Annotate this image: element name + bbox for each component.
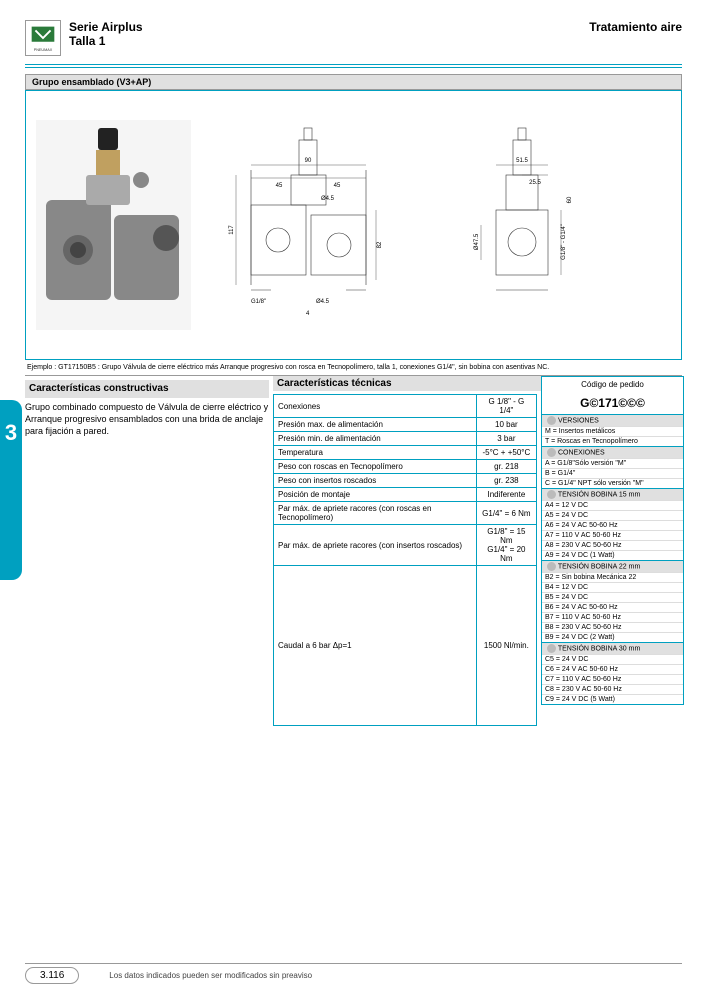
order-row: A7 = 110 V AC 50-60 Hz [542,530,683,540]
order-row: B7 = 110 V AC 50-60 Hz [542,612,683,622]
header-right: Tratamiento aire [589,20,682,34]
tech-key: Posición de montaje [274,488,477,502]
svg-text:45: 45 [334,183,341,189]
section-tab: 3 [0,400,22,580]
footer-note: Los datos indicados pueden ser modificad… [109,971,312,980]
page-header: PNEUMAX Serie Airplus Talla 1 Tratamient… [25,20,682,56]
order-row: B5 = 24 V DC [542,592,683,602]
order-row: B2 = Sin bobina Mecánica 22 [542,572,683,582]
constructive-head: Características constructivas [25,380,269,398]
svg-text:90: 90 [305,158,312,164]
tech-val: G 1/8" - G 1/4" [476,395,536,418]
tech-key: Presión max. de alimentación [274,418,477,432]
order-row: B8 = 230 V AC 50-60 Hz [542,622,683,632]
series-title: Serie Airplus [69,20,143,34]
svg-text:G1/8" - G1/4": G1/8" - G1/4" [561,224,567,260]
tech-key: Conexiones [274,395,477,418]
order-code-box: Código de pedido G©171©©© VERSIONESM = I… [541,376,684,705]
tech-key: Peso con insertos roscados [274,474,477,488]
tech-val: G1/8" = 15 Nm G1/4" = 20 Nm [476,525,536,566]
order-group-head: TENSIÓN BOBINA 30 mm [542,642,683,654]
order-row: B9 = 24 V DC (2 Watt) [542,632,683,642]
svg-text:G1/8": G1/8" [251,299,266,305]
svg-text:Ø4.5: Ø4.5 [316,299,330,305]
tech-key: Par máx. de apriete racores (con inserto… [274,525,477,566]
order-row: B6 = 24 V AC 50-60 Hz [542,602,683,612]
svg-text:51.5: 51.5 [516,158,528,164]
order-row: M = Insertos metálicos [542,426,683,436]
tech-val: gr. 238 [476,474,536,488]
order-row: A4 = 12 V DC [542,500,683,510]
svg-text:PNEUMAX: PNEUMAX [34,48,53,52]
tech-key: Temperatura [274,446,477,460]
order-code: G©171©©© [542,392,683,414]
tech-val: 3 bar [476,432,536,446]
group-title: Grupo ensamblado (V3+AP) [25,74,682,90]
tech-val: gr. 218 [476,460,536,474]
product-box: 90 45 45 Ø4.5 117 82 G1/8" Ø4.5 4 [25,90,682,360]
tech-key: Presión min. de alimentación [274,432,477,446]
order-row: C = G1/4" NPT sólo versión "M" [542,478,683,488]
svg-text:45: 45 [276,183,283,189]
tech-key: Caudal a 6 bar Δp=1 [274,566,477,726]
tech-val: -5°C + +50°C [476,446,536,460]
svg-text:Ø47.5: Ø47.5 [474,233,480,250]
order-group-head: TENSIÓN BOBINA 15 mm [542,488,683,500]
technical-drawing-front: 90 45 45 Ø4.5 117 82 G1/8" Ø4.5 4 [221,120,421,330]
order-row: C7 = 110 V AC 50-60 Hz [542,674,683,684]
order-row: A9 = 24 V DC (1 Watt) [542,550,683,560]
svg-text:Ø4.5: Ø4.5 [321,196,335,202]
product-photo [36,120,191,330]
order-row: A = G1/8"Sólo versión "M" [542,458,683,468]
tech-table: ConexionesG 1/8" - G 1/4"Presión max. de… [273,394,537,726]
order-row: A5 = 24 V DC [542,510,683,520]
order-row: C9 = 24 V DC (5 Watt) [542,694,683,704]
svg-text:60: 60 [567,196,573,203]
technical-drawing-side: 51.5 25.5 Ø47.5 G1/8" - G1/4" 60 [461,120,591,330]
size-title: Talla 1 [69,34,143,48]
example-line: Ejemplo : GT17150B5 : Grupo Válvula de c… [25,360,682,376]
tech-val: Indiferente [476,488,536,502]
order-title: Código de pedido [542,377,683,392]
order-row: C5 = 24 V DC [542,654,683,664]
tech-key: Peso con roscas en Tecnopolímero [274,460,477,474]
order-row: T = Roscas en Tecnopolímero [542,436,683,446]
order-group-head: TENSIÓN BOBINA 22 mm [542,560,683,572]
constructive-text: Grupo combinado compuesto de Válvula de … [25,401,269,437]
tech-val: G1/4" = 6 Nm [476,502,536,525]
tech-key: Par máx. de apriete racores (con roscas … [274,502,477,525]
logo: PNEUMAX [25,20,61,56]
svg-text:4: 4 [306,311,310,317]
svg-text:25.5: 25.5 [529,180,541,186]
order-group-head: CONEXIONES [542,446,683,458]
svg-text:82: 82 [377,241,383,248]
tech-val: 1500 Nl/min. [476,566,536,726]
order-row: A6 = 24 V AC 50-60 Hz [542,520,683,530]
order-row: B = G1/4" [542,468,683,478]
page-number: 3.116 [25,967,79,984]
tech-val: 10 bar [476,418,536,432]
svg-text:117: 117 [229,225,235,235]
order-row: C6 = 24 V AC 50-60 Hz [542,664,683,674]
order-row: C8 = 230 V AC 50-60 Hz [542,684,683,694]
order-group-head: VERSIONES [542,414,683,426]
order-row: B4 = 12 V DC [542,582,683,592]
order-row: A8 = 230 V AC 50-60 Hz [542,540,683,550]
